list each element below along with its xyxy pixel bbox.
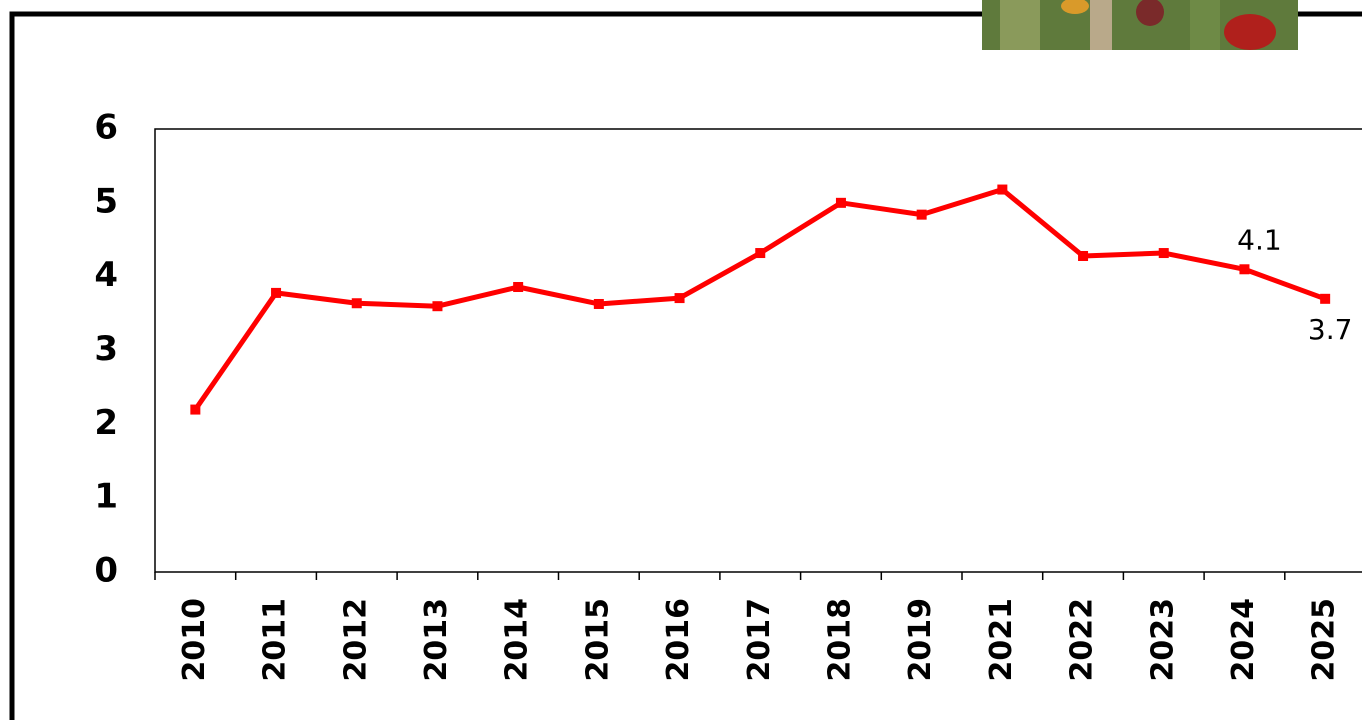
y-tick-label: 4 bbox=[94, 255, 118, 295]
data-point bbox=[271, 287, 282, 298]
x-tick-label: 2024 bbox=[1226, 598, 1261, 682]
x-tick-label: 2010 bbox=[177, 598, 212, 682]
data-point bbox=[1158, 248, 1169, 259]
data-point bbox=[593, 298, 604, 309]
x-tick-label: 2023 bbox=[1145, 598, 1180, 682]
x-tick-label: 2025 bbox=[1307, 598, 1342, 682]
y-tick-label: 3 bbox=[94, 329, 118, 369]
x-tick-label: 2011 bbox=[258, 598, 293, 682]
y-tick-label: 0 bbox=[94, 551, 118, 591]
x-tick-label: 2014 bbox=[500, 598, 535, 682]
x-tick-label: 2015 bbox=[580, 598, 615, 682]
x-tick-label: 2022 bbox=[1065, 598, 1100, 682]
value-label: 3.7 bbox=[1308, 313, 1353, 346]
x-tick-label: 2016 bbox=[661, 598, 696, 682]
data-point bbox=[674, 293, 685, 304]
x-tick-label: 2013 bbox=[419, 598, 454, 682]
y-tick-label: 1 bbox=[94, 477, 118, 517]
data-point bbox=[755, 248, 766, 259]
data-point bbox=[997, 184, 1008, 195]
data-point bbox=[351, 298, 362, 309]
data-point bbox=[190, 404, 201, 415]
x-tick-label: 2018 bbox=[822, 598, 857, 682]
x-tick-label: 2017 bbox=[742, 598, 777, 682]
x-tick-label: 2021 bbox=[984, 598, 1019, 682]
data-point bbox=[513, 282, 524, 293]
x-tick-label: 2019 bbox=[903, 598, 938, 682]
value-label: 4.1 bbox=[1237, 223, 1282, 256]
x-tick-label: 2012 bbox=[338, 598, 373, 682]
plot-area bbox=[154, 128, 1362, 573]
data-point bbox=[1239, 264, 1250, 275]
y-tick-label: 5 bbox=[94, 181, 118, 221]
data-point bbox=[1320, 293, 1331, 304]
data-point bbox=[916, 209, 927, 220]
photo bbox=[982, 0, 1298, 50]
y-tick-label: 6 bbox=[94, 108, 118, 148]
data-point bbox=[432, 301, 443, 312]
data-point bbox=[835, 197, 846, 208]
y-tick-label: 2 bbox=[94, 403, 118, 443]
slide-frame bbox=[9, 11, 1362, 720]
data-point bbox=[1078, 250, 1089, 261]
